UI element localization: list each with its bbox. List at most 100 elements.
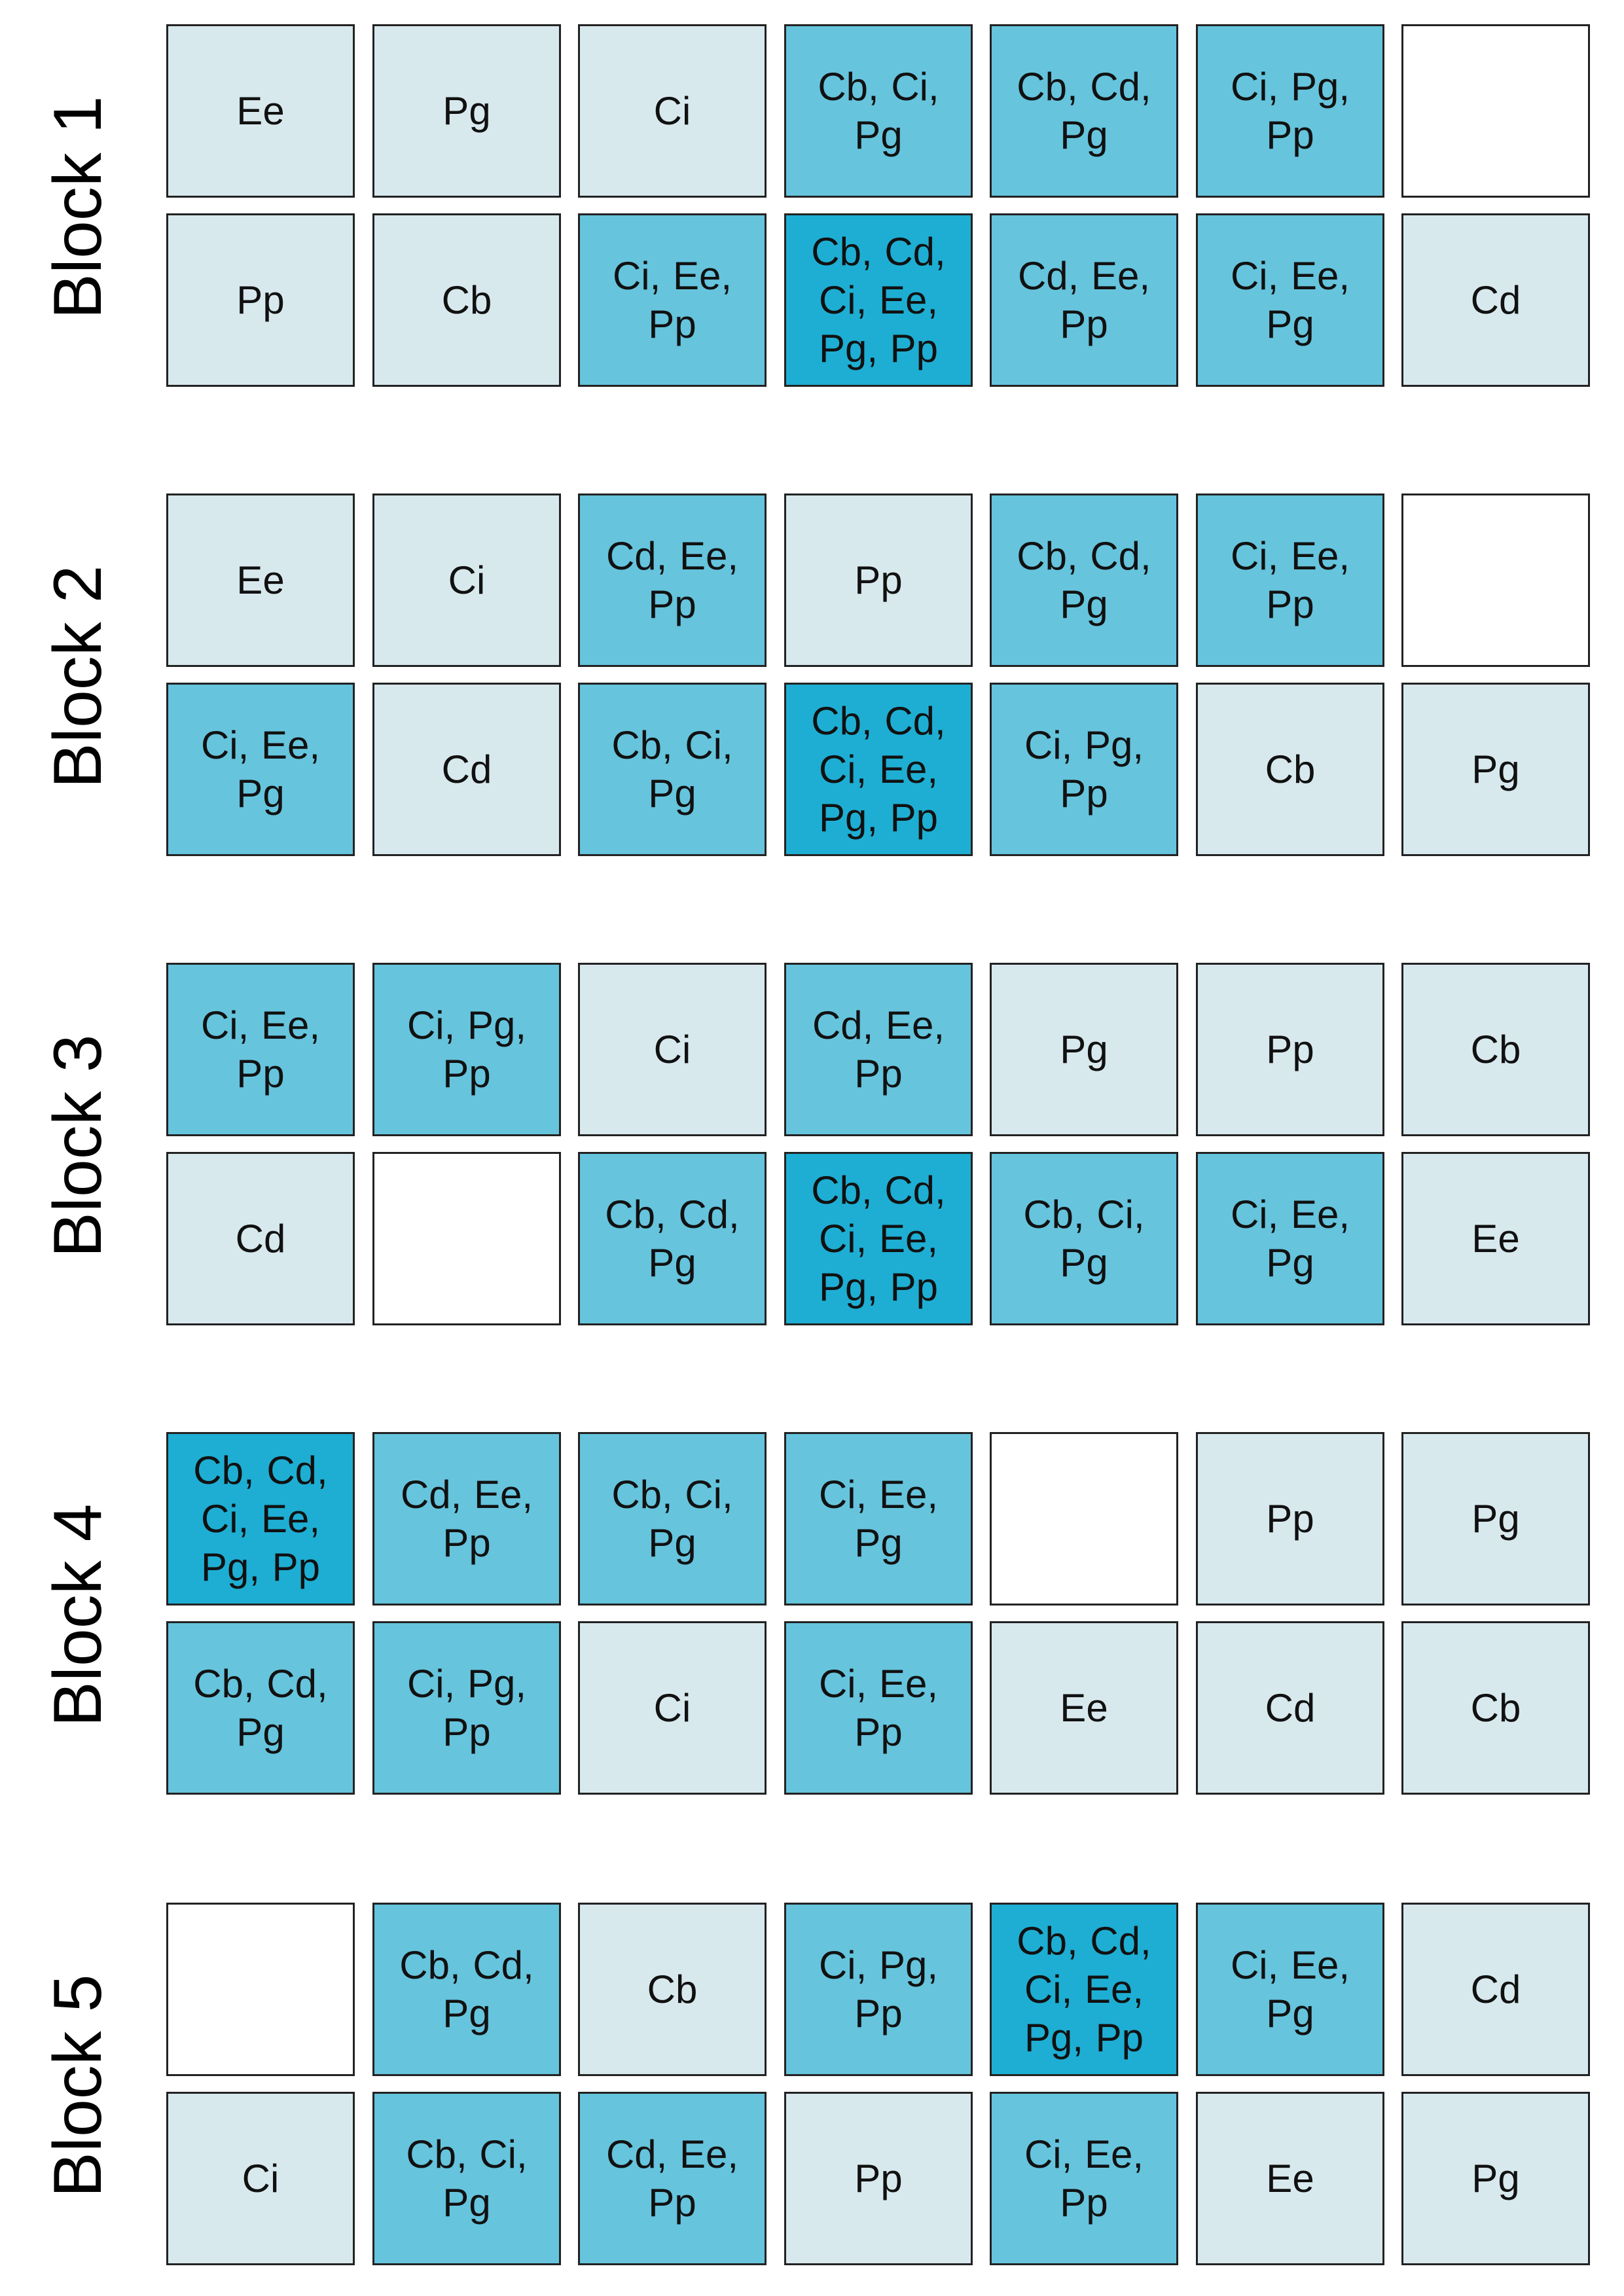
plot-cell: Cd: [166, 1152, 355, 1325]
plot-cell: Ee: [166, 24, 355, 198]
empty-plot-cell: [990, 1432, 1178, 1605]
plot-cell: Cb, Ci, Pg: [784, 24, 973, 198]
block-label: Block 3: [40, 1034, 116, 1258]
plot-cell: Ci, Pg, Pp: [990, 683, 1178, 856]
plot-species-label: Cb, Ci, Pg: [818, 64, 939, 157]
plot-species-label: Ci, Ee, Pp: [1024, 2132, 1144, 2225]
plot-species-label: Pp: [854, 558, 903, 602]
plot-cell: Cb: [372, 213, 561, 387]
plot-cell: Ci, Ee, Pg: [784, 1432, 973, 1605]
plot-cell: Pp: [1196, 963, 1384, 1136]
plot-species-label: Ci: [448, 558, 486, 602]
plot-species-label: Cd: [235, 1216, 286, 1261]
plot-species-label: Ci, Ee, Pg: [1230, 1943, 1350, 2036]
plot-cell: Pg: [990, 963, 1178, 1136]
plot-cell: Cb, Ci, Pg: [372, 2092, 561, 2265]
plot-species-label: Pp: [1266, 1027, 1314, 1071]
plot-cell: Ee: [1401, 1152, 1590, 1325]
plot-species-label: Cd, Ee, Pp: [605, 533, 739, 626]
plot-cell: Pg: [1401, 2092, 1590, 2265]
plot-cell: Cb, Cd, Pg: [990, 493, 1178, 667]
plot-species-label: Ci, Ee, Pg: [818, 1472, 939, 1565]
empty-plot-cell: [166, 1903, 355, 2076]
plot-species-label: Cd: [1470, 278, 1521, 322]
plot-cell: Cb, Cd, Ci, Ee, Pg, Pp: [166, 1432, 355, 1605]
plot-species-label: Cd, Ee, Pp: [1017, 253, 1151, 346]
plot-cell: Cd: [372, 683, 561, 856]
plot-cell: Ci: [166, 2092, 355, 2265]
plot-species-label: Ci, Ee, Pp: [200, 1003, 321, 1096]
plot-species-label: Cb: [1470, 1685, 1521, 1730]
plot-row-bottom: Ci, Ee, Pg Cd Cb, Ci, Pg Cb, Cd, Ci, Ee, Pg, Pp…: [166, 683, 1605, 856]
plot-cell: Ci, Ee, Pp: [784, 1621, 973, 1795]
plot-species-label: Ci: [653, 1027, 691, 1071]
plot-cell: Pg: [1401, 683, 1590, 856]
plot-species-label: Ee: [236, 88, 285, 133]
plot-species-label: Ci, Ee, Pg: [1230, 1192, 1350, 1285]
plot-species-label: Cb, Cd, Ci, Ee, Pg, Pp: [193, 1448, 328, 1589]
plot-cell: Ci: [372, 493, 561, 667]
plot-species-label: Cb: [647, 1967, 698, 2011]
plot-species-label: Cb, Cd, Ci, Ee, Pg, Pp: [811, 698, 946, 840]
plot-species-label: Cd, Ee, Pp: [605, 2132, 739, 2225]
plot-species-label: Ci, Pg, Pp: [1230, 64, 1350, 157]
plot-row-bottom: Ci Cb, Ci, Pg Cd, Ee, Pp Pp Ci, Ee, Pp Ee Pg: [166, 2092, 1605, 2265]
plot-row-bottom: Pp Cb Ci, Ee, Pp Cb, Cd, Ci, Ee, Pg, Pp Cd, Ee,…: [166, 213, 1605, 387]
block-3: Block 3 Ci, Ee, Pp Ci, Pg, Pp Ci Cd, Ee, Pp Pg Pp…: [0, 963, 1624, 1329]
plot-row-bottom: Cd Cb, Cd, Pg Cb, Cd, Ci, Ee, Pg, Pp Cb, Ci, Pg…: [166, 1152, 1605, 1325]
plot-cell: Ee: [1196, 2092, 1384, 2265]
plot-cell: Cb, Cd, Pg: [578, 1152, 767, 1325]
plot-cell: Ci, Ee, Pg: [166, 683, 355, 856]
plot-species-label: Pg: [1471, 747, 1520, 791]
plot-cell: Ci, Ee, Pp: [578, 213, 767, 387]
plot-cell: Ci, Pg, Pp: [1196, 24, 1384, 198]
plot-species-label: Cb, Ci, Pg: [611, 723, 733, 816]
plot-cell: Cb, Cd, Pg: [372, 1903, 561, 2076]
plot-cell: Cb, Cd, Ci, Ee, Pg, Pp: [784, 213, 973, 387]
plot-species-label: Cd: [1265, 1685, 1316, 1730]
plot-cell: Ci, Ee, Pp: [166, 963, 355, 1136]
plot-cell: Ci, Pg, Pp: [784, 1903, 973, 2076]
plot-cell: Pp: [784, 2092, 973, 2265]
plot-cell: Cb, Ci, Pg: [990, 1152, 1178, 1325]
plot-cell: Cd, Ee, Pp: [578, 493, 767, 667]
plot-species-label: Ci, Pg, Pp: [818, 1943, 939, 2036]
plot-species-label: Cb, Cd, Ci, Ee, Pg, Pp: [811, 229, 946, 370]
plot-cell: Pg: [372, 24, 561, 198]
plot-species-label: Ci, Pg, Pp: [406, 1003, 527, 1096]
plot-cell: Ci, Pg, Pp: [372, 1621, 561, 1795]
plot-species-label: Ci: [242, 2156, 280, 2200]
plot-cell: Cd, Ee, Pp: [990, 213, 1178, 387]
plot-row-bottom: Cb, Cd, Pg Ci, Pg, Pp Ci Ci, Ee, Pp Ee Cd Cb: [166, 1621, 1605, 1795]
plot-cell: Ee: [166, 493, 355, 667]
plot-species-label: Pg: [1471, 2156, 1520, 2200]
plot-species-label: Ci: [653, 1685, 691, 1730]
empty-plot-cell: [1401, 24, 1590, 198]
plot-species-label: Ci, Ee, Pp: [818, 1661, 939, 1754]
plot-cell: Ci, Ee, Pg: [1196, 1152, 1384, 1325]
plot-cell: Cd: [1196, 1621, 1384, 1795]
plot-species-label: Cd: [441, 747, 492, 791]
plot-cell: Cd, Ee, Pp: [372, 1432, 561, 1605]
plot-species-label: Cb, Cd, Pg: [1017, 533, 1151, 626]
plot-species-label: Cb, Ci, Pg: [406, 2132, 528, 2225]
plot-cell: Ci, Ee, Pp: [1196, 493, 1384, 667]
plot-species-label: Cb: [1470, 1027, 1521, 1071]
plot-species-label: Cb: [1265, 747, 1316, 791]
plot-cell: Cd, Ee, Pp: [784, 963, 973, 1136]
plot-species-label: Pg: [1471, 1496, 1520, 1541]
plot-species-label: Ci: [653, 88, 691, 133]
plot-species-label: Ee: [236, 558, 285, 602]
plot-cell: Cd: [1401, 213, 1590, 387]
plot-cell: Ci, Ee, Pg: [1196, 1903, 1384, 2076]
plot-species-label: Cb, Ci, Pg: [611, 1472, 733, 1565]
plot-species-label: Cd, Ee, Pp: [400, 1472, 533, 1565]
plot-species-label: Ci, Ee, Pp: [1230, 533, 1350, 626]
plot-cell: Ci: [578, 1621, 767, 1795]
plot-species-label: Cb, Cd, Pg: [605, 1192, 740, 1285]
plot-cell: Cb, Ci, Pg: [578, 683, 767, 856]
plot-cell: Cd: [1401, 1903, 1590, 2076]
plot-cell: Cb, Cd, Ci, Ee, Pg, Pp: [784, 683, 973, 856]
plot-species-label: Ee: [1266, 2156, 1314, 2200]
plot-row-top: Ci, Ee, Pp Ci, Pg, Pp Ci Cd, Ee, Pp Pg Pp Cb: [166, 963, 1605, 1136]
